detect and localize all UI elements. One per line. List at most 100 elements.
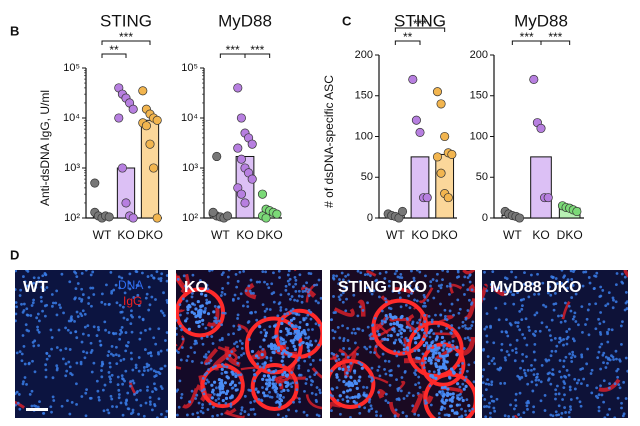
nucleus	[545, 325, 549, 329]
nucleus	[220, 386, 225, 391]
nucleus	[109, 394, 113, 398]
nucleus	[152, 276, 155, 280]
nucleus	[569, 408, 573, 411]
nucleus	[278, 383, 282, 387]
nucleus	[27, 329, 30, 333]
y-tick-label: 10²	[182, 212, 198, 224]
igg-stain	[294, 270, 297, 272]
nucleus	[312, 283, 316, 287]
nucleus	[16, 401, 20, 405]
igg-stain	[366, 270, 377, 277]
nucleus	[100, 292, 104, 296]
nucleus	[509, 323, 513, 327]
nucleus	[188, 400, 191, 404]
nucleus	[132, 381, 136, 385]
nucleus	[305, 281, 308, 285]
nucleus	[81, 293, 85, 296]
nucleus	[216, 413, 219, 417]
y-tick-label: 150	[470, 90, 488, 102]
nucleus	[488, 401, 491, 405]
nucleus	[571, 317, 575, 321]
nucleus	[283, 312, 287, 316]
nucleus	[473, 361, 475, 364]
nucleus	[205, 362, 208, 366]
nucleus	[363, 406, 367, 410]
nucleus	[445, 360, 449, 364]
nucleus	[55, 289, 59, 293]
nucleus	[210, 396, 214, 400]
nucleus	[570, 296, 574, 299]
nucleus	[395, 322, 399, 326]
nucleus	[110, 291, 114, 295]
nucleus	[255, 280, 259, 284]
nucleus	[264, 331, 268, 335]
nucleus	[440, 392, 444, 396]
nucleus	[165, 409, 168, 413]
nucleus	[80, 271, 84, 275]
nucleus	[531, 332, 535, 336]
nucleus	[276, 395, 279, 399]
nucleus	[448, 292, 451, 296]
nucleus	[318, 388, 321, 392]
nucleus	[504, 358, 508, 362]
nucleus	[237, 328, 241, 332]
nucleus	[375, 410, 378, 414]
nucleus	[90, 370, 94, 374]
nucleus	[342, 339, 345, 343]
nucleus	[525, 289, 528, 292]
nucleus	[297, 294, 301, 298]
nucleus	[413, 412, 417, 416]
data-point	[90, 178, 100, 188]
igg-stain	[434, 332, 457, 339]
nucleus	[448, 284, 452, 288]
nucleus	[35, 316, 39, 320]
nucleus	[598, 330, 602, 334]
nucleus	[353, 395, 357, 399]
nucleus	[335, 373, 339, 377]
data-point	[440, 131, 450, 142]
nucleus	[342, 337, 346, 340]
nucleus	[620, 280, 624, 284]
nucleus	[338, 394, 342, 398]
nucleus	[514, 392, 518, 396]
nucleus	[582, 270, 586, 274]
nucleus	[317, 414, 321, 418]
nucleus	[352, 293, 356, 297]
nucleus	[138, 315, 141, 319]
nucleus	[221, 311, 225, 315]
nucleus	[533, 358, 537, 362]
nucleus	[81, 332, 85, 336]
nucleus	[117, 354, 121, 358]
nucleus	[242, 352, 246, 355]
nucleus	[523, 282, 526, 286]
nucleus	[62, 311, 65, 315]
nucleus	[176, 413, 179, 417]
nucleus	[223, 292, 227, 296]
nucleus	[386, 334, 390, 337]
micrograph	[482, 270, 628, 418]
nucleus	[489, 395, 493, 399]
nucleus	[210, 383, 214, 387]
nucleus	[564, 411, 567, 414]
nucleus	[257, 397, 261, 401]
nucleus	[413, 329, 418, 333]
nucleus	[137, 369, 141, 373]
nucleus	[259, 345, 262, 349]
significance-bracket	[394, 40, 421, 45]
nucleus	[615, 272, 619, 275]
nucleus	[564, 355, 568, 359]
nucleus	[31, 301, 35, 305]
nucleus	[300, 295, 304, 298]
nucleus	[525, 355, 528, 359]
nucleus	[239, 292, 243, 296]
nucleus	[107, 371, 111, 374]
nucleus	[224, 401, 228, 405]
x-tick-label: WT	[386, 228, 405, 242]
nucleus	[402, 397, 406, 400]
nucleus	[569, 309, 573, 313]
nucleus	[160, 387, 164, 390]
nucleus	[563, 382, 567, 385]
nucleus	[341, 367, 345, 372]
nucleus	[37, 330, 41, 334]
nucleus	[199, 279, 202, 282]
